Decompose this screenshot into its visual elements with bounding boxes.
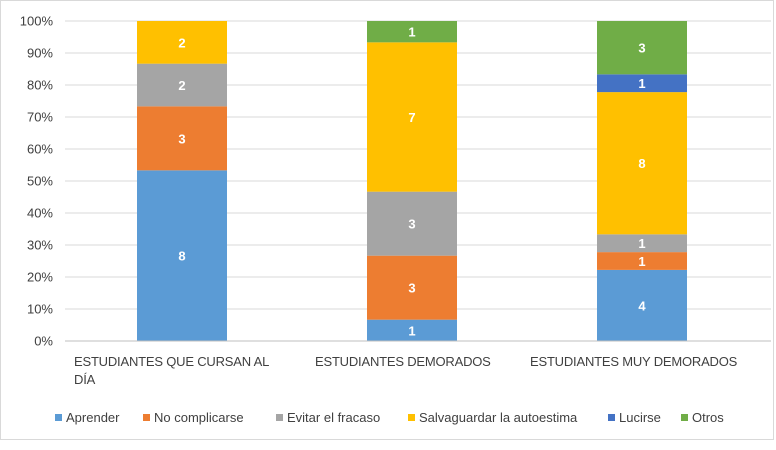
y-tick-label: 50% [27, 174, 53, 189]
x-category-label: ESTUDIANTES QUE CURSAN AL [74, 354, 269, 369]
y-tick-label: 30% [27, 238, 53, 253]
bar-segment [597, 252, 687, 270]
bar-segment [597, 92, 687, 235]
legend-label: Salvaguardar la autoestima [419, 410, 578, 425]
data-label: 8 [178, 249, 185, 264]
bar-segment [367, 319, 457, 341]
legend-label: Lucirse [619, 410, 661, 425]
legend-swatch [681, 414, 688, 421]
y-tick-label: 20% [27, 270, 53, 285]
bar-segment [137, 21, 227, 64]
y-tick-label: 40% [27, 206, 53, 221]
legend-swatch [143, 414, 150, 421]
stacked-bar-chart: 0% 10% 20% 30% 40% 50% 60% 70% 80% 90% 100% 8 3 2 2 1 3… [20, 14, 771, 425]
bar-segment [137, 63, 227, 107]
legend-swatch [55, 414, 62, 421]
bar-segment [597, 234, 687, 253]
x-category-label: ESTUDIANTES MUY DEMORADOS [530, 354, 738, 369]
y-tick-label: 60% [27, 142, 53, 157]
data-label: 3 [408, 217, 415, 232]
data-label: 3 [178, 131, 185, 146]
data-label: 1 [408, 25, 415, 40]
data-label: 4 [638, 298, 646, 313]
data-label: 2 [178, 78, 185, 93]
legend: Aprender No complicarse Evitar el fracaso S… [55, 410, 724, 425]
legend-label: Otros [692, 410, 724, 425]
y-axis-ticks: 0% 10% 20% 30% 40% 50% 60% 70% 80% 90% 100% [20, 14, 54, 349]
bar-segment [597, 74, 687, 93]
bars [137, 21, 687, 341]
x-category-label: DÍA [74, 372, 96, 387]
chart-frame: 0% 10% 20% 30% 40% 50% 60% 70% 80% 90% 100% 8 3 2 2 1 3… [0, 0, 774, 440]
bar-segment [597, 269, 687, 341]
y-tick-label: 70% [27, 110, 53, 125]
y-tick-label: 100% [20, 14, 54, 29]
bar-segment [367, 255, 457, 320]
data-label: 1 [638, 254, 645, 269]
legend-label: No complicarse [154, 410, 244, 425]
data-label: 2 [178, 35, 185, 50]
legend-label: Aprender [66, 410, 120, 425]
data-label: 3 [408, 281, 415, 296]
legend-swatch [276, 414, 283, 421]
y-tick-label: 90% [27, 46, 53, 61]
bar-segment [367, 42, 457, 192]
y-tick-label: 0% [34, 334, 53, 349]
data-labels: 8 3 2 2 1 3 3 7 1 4 1 1 8 1 3 [178, 25, 646, 339]
data-label: 1 [408, 323, 415, 338]
y-tick-label: 10% [27, 302, 53, 317]
x-category-label: ESTUDIANTES DEMORADOS [315, 354, 491, 369]
data-label: 7 [408, 110, 415, 125]
bar-segment [597, 21, 687, 75]
x-axis: ESTUDIANTES QUE CURSAN AL DÍA ESTUDIANTES … [65, 340, 771, 387]
data-label: 1 [638, 76, 645, 91]
legend-swatch [408, 414, 415, 421]
data-label: 3 [638, 41, 645, 56]
data-label: 8 [638, 156, 645, 171]
legend-label: Evitar el fracaso [287, 410, 380, 425]
bar-segment [367, 191, 457, 256]
data-label: 1 [638, 236, 645, 251]
legend-swatch [608, 414, 615, 421]
bar-segment [367, 21, 457, 43]
y-tick-label: 80% [27, 78, 53, 93]
bar-segment [137, 106, 227, 171]
bar-segment [137, 170, 227, 341]
